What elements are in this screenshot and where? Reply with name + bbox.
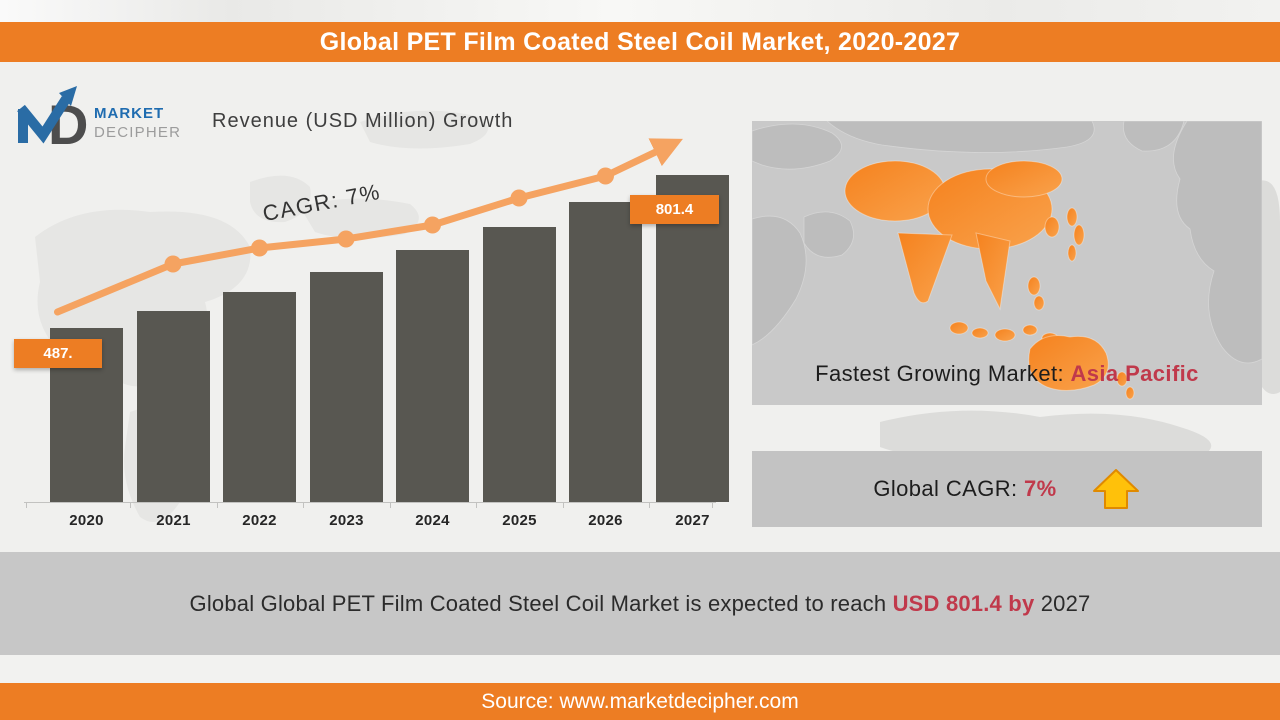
x-axis-tick-3 (303, 503, 304, 508)
global-cagr-text: Global CAGR: 7% (873, 476, 1056, 502)
x-axis-tick-2 (217, 503, 218, 508)
x-axis-label-2026: 2026 (588, 512, 623, 529)
top-strip (0, 0, 1280, 22)
asia-pacific-map-icon (752, 121, 1262, 405)
bar-2023 (310, 272, 383, 502)
x-axis-tick-4 (390, 503, 391, 508)
x-axis-tick-0 (26, 503, 27, 508)
source-text: Source: www.marketdecipher.com (481, 689, 799, 713)
page-title: Global PET Film Coated Steel Coil Market… (319, 27, 961, 56)
trend-line-arrow-icon (54, 138, 683, 316)
logo-growth-arrow-icon (17, 86, 77, 144)
brand-logo: D MARKET DECIPHER (14, 84, 189, 156)
global-cagr-panel: Global CAGR: 7% (752, 451, 1262, 527)
first-bar-value-badge: 487. (14, 339, 102, 368)
logo-text-decipher: DECIPHER (94, 124, 181, 141)
x-axis-label-2023: 2023 (329, 512, 364, 529)
fastest-growing-market-caption: Fastest Growing Market: Asia Pacific (752, 361, 1262, 387)
bar-2021 (137, 311, 210, 502)
x-axis-tick-1 (130, 503, 131, 508)
caption-highlight: Asia Pacific (1070, 361, 1199, 386)
x-axis-label-2021: 2021 (156, 512, 191, 529)
x-axis-label-2020: 2020 (69, 512, 104, 529)
map-panel: Fastest Growing Market: Asia Pacific (752, 121, 1262, 405)
last-bar-value-badge: 801.4 (630, 195, 719, 224)
summary-text: Global Global PET Film Coated Steel Coil… (190, 591, 1091, 617)
summary-highlight: USD 801.4 by (892, 590, 1035, 616)
up-arrow-icon (1092, 469, 1139, 509)
bar-2025 (483, 227, 556, 502)
x-axis-line (24, 502, 716, 503)
bar-2022 (223, 292, 296, 502)
x-axis-label-2025: 2025 (502, 512, 537, 529)
bar-2026 (569, 202, 642, 502)
source-bar: Source: www.marketdecipher.com (0, 683, 1280, 720)
x-axis-tick-8 (712, 503, 713, 508)
bar-2024 (396, 250, 469, 502)
x-axis-label-2027: 2027 (675, 512, 710, 529)
bar-2027 (656, 175, 729, 502)
summary-band: Global Global PET Film Coated Steel Coil… (0, 552, 1280, 655)
x-axis-label-2024: 2024 (415, 512, 450, 529)
x-axis-label-2022: 2022 (242, 512, 277, 529)
global-cagr-label: Global CAGR: (873, 476, 1025, 501)
revenue-bar-chart: 2020 2021 2022 2023 2024 2025 2026 2027 487. 801… (14, 138, 729, 540)
chart-heading: Revenue (USD Million) Growth (212, 110, 514, 132)
x-axis-tick-5 (476, 503, 477, 508)
global-cagr-value: 7% (1024, 476, 1057, 501)
summary-prefix: Global Global PET Film Coated Steel Coil… (189, 590, 893, 616)
summary-suffix: 2027 (1034, 590, 1091, 616)
title-bar: Global PET Film Coated Steel Coil Market… (0, 22, 1280, 62)
x-axis-tick-6 (563, 503, 564, 508)
x-axis-tick-7 (649, 503, 650, 508)
caption-prefix: Fastest Growing Market: (815, 361, 1071, 386)
logo-text-market: MARKET (94, 105, 164, 122)
